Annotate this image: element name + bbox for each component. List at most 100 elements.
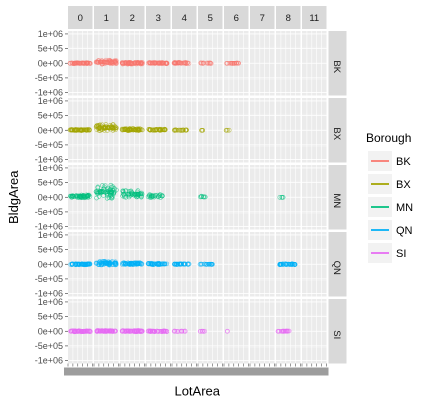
- data-point-BX: [157, 127, 162, 133]
- data-point-BK: [95, 59, 101, 65]
- column-strip-11: [302, 6, 327, 29]
- data-point-BX: [131, 127, 137, 132]
- data-point-BX: [147, 127, 153, 133]
- data-point-BK: [109, 59, 115, 65]
- data-point-SI: [278, 328, 284, 334]
- data-point-SI: [98, 328, 104, 334]
- data-point-SI: [94, 328, 100, 334]
- data-point-BX: [223, 127, 229, 133]
- data-point-BX: [95, 126, 101, 132]
- y-tick-label: 1e+06: [38, 96, 63, 106]
- data-point-QN: [177, 261, 182, 267]
- y-tick-label: 0e+00: [38, 58, 63, 68]
- facet-panels: 0 1 2 3 4 5 6 7 8 11 BK 1e+06 5e+05 0e+00 -5e+05 -1e+06…: [35, 6, 347, 376]
- data-point-BX: [162, 127, 168, 133]
- data-point-MN: [109, 189, 114, 195]
- data-point-MN: [121, 189, 126, 195]
- legend-label-BK: BK: [396, 156, 411, 168]
- row-strip-label-SI: SI: [331, 330, 342, 339]
- data-point-MN: [95, 184, 101, 190]
- data-point-BX: [79, 127, 85, 133]
- data-point-MN: [279, 194, 285, 200]
- data-point-QN: [286, 261, 292, 267]
- column-strip-label-4: 4: [182, 13, 187, 24]
- y-tick-label: 5e+05: [38, 44, 63, 54]
- data-point-BK: [100, 59, 105, 65]
- data-point-BK: [102, 59, 108, 65]
- data-point-MN: [125, 192, 131, 197]
- y-tick-label: 1e+06: [38, 297, 63, 307]
- data-point-SI: [72, 329, 77, 334]
- data-point-SI: [125, 328, 131, 334]
- data-point-BX: [181, 127, 186, 133]
- column-strip-5: [198, 6, 223, 29]
- x-axis-title: LotArea: [174, 384, 220, 399]
- data-point-BX: [74, 127, 79, 133]
- data-point-QN: [113, 260, 119, 266]
- data-point-QN: [159, 261, 164, 267]
- data-point-BK: [140, 61, 145, 67]
- data-point-BK: [137, 60, 143, 66]
- data-point-QN: [154, 261, 160, 267]
- data-point-BX: [154, 127, 160, 132]
- data-point-SI: [160, 328, 166, 334]
- data-point-SI: [200, 328, 206, 334]
- data-point-BK: [112, 59, 117, 65]
- data-point-QN: [278, 262, 284, 267]
- data-point-BX: [103, 122, 109, 127]
- row-strip-label-QN: QN: [331, 261, 342, 275]
- data-point-BK: [181, 60, 187, 66]
- data-point-MN: [121, 191, 127, 197]
- data-point-SI: [197, 328, 203, 334]
- y-tick-label: -5e+05: [35, 341, 63, 351]
- row-strip-BX: [328, 98, 347, 163]
- data-point-QN: [133, 260, 138, 266]
- data-point-QN: [135, 261, 140, 266]
- y-tick-label: 1e+06: [38, 163, 63, 173]
- data-point-SI: [130, 328, 136, 334]
- data-point-QN: [292, 262, 298, 267]
- data-point-MN: [139, 190, 144, 196]
- legend: BK BX MN QN SI: [368, 151, 413, 263]
- data-point-SI: [107, 328, 112, 334]
- y-tick-label: 0e+00: [38, 326, 63, 336]
- data-point-BK: [205, 61, 211, 66]
- y-tick-label: -5e+05: [35, 73, 63, 83]
- data-point-BK: [224, 60, 229, 66]
- column-strip-label-7: 7: [260, 13, 265, 24]
- column-strip-0: [68, 6, 93, 29]
- data-point-BX: [225, 127, 230, 133]
- data-point-QN: [129, 261, 135, 267]
- data-point-MN: [114, 187, 119, 193]
- y-tick-label: 0e+00: [38, 125, 63, 135]
- data-point-BK: [77, 60, 83, 66]
- data-point-SI: [286, 328, 292, 334]
- data-point-QN: [185, 262, 191, 267]
- data-point-MN: [101, 184, 107, 190]
- y-tick-label: 0e+00: [38, 259, 63, 269]
- data-point-BK: [235, 60, 241, 66]
- y-tick-label: -5e+05: [35, 274, 63, 284]
- y-tick-label: -1e+06: [35, 289, 63, 299]
- data-point-SI: [87, 329, 93, 334]
- data-point-MN: [101, 186, 107, 192]
- data-point-BK: [186, 61, 192, 66]
- data-point-MN: [152, 193, 158, 199]
- data-point-QN: [210, 261, 215, 267]
- data-point-BX: [102, 128, 107, 133]
- data-point-MN: [106, 195, 112, 200]
- legend-title: Borough: [366, 131, 411, 145]
- data-point-MN: [97, 189, 103, 194]
- data-point-BK: [107, 61, 113, 66]
- data-point-BX: [226, 127, 232, 133]
- data-point-SI: [182, 328, 188, 334]
- data-point-QN: [121, 260, 127, 265]
- column-strip-label-3: 3: [156, 13, 161, 24]
- legend-label-QN: QN: [396, 225, 413, 237]
- data-point-SI: [138, 328, 144, 333]
- row-strip-BK: [328, 31, 347, 96]
- data-point-QN: [82, 261, 87, 267]
- data-point-BK: [136, 61, 142, 66]
- data-point-QN: [172, 261, 178, 267]
- data-point-BX: [122, 126, 128, 132]
